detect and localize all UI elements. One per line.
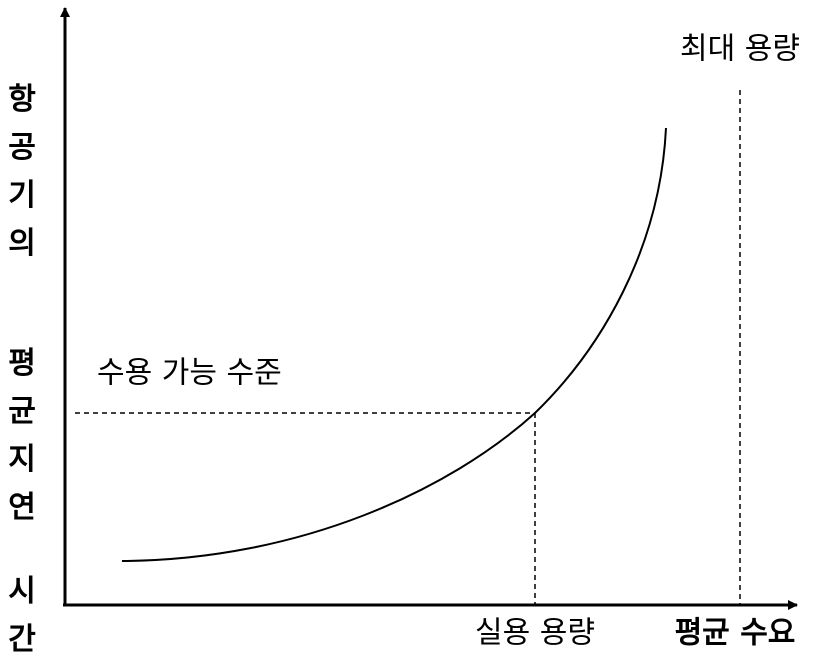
practical-capacity-label: 실용 용량 xyxy=(475,616,595,651)
max-capacity-label: 최대 용량 xyxy=(680,32,800,67)
acceptable-level-label: 수용 가능 수준 xyxy=(97,356,282,391)
x-axis-label: 평균 수요 xyxy=(675,616,796,651)
delay-curve xyxy=(121,127,667,562)
